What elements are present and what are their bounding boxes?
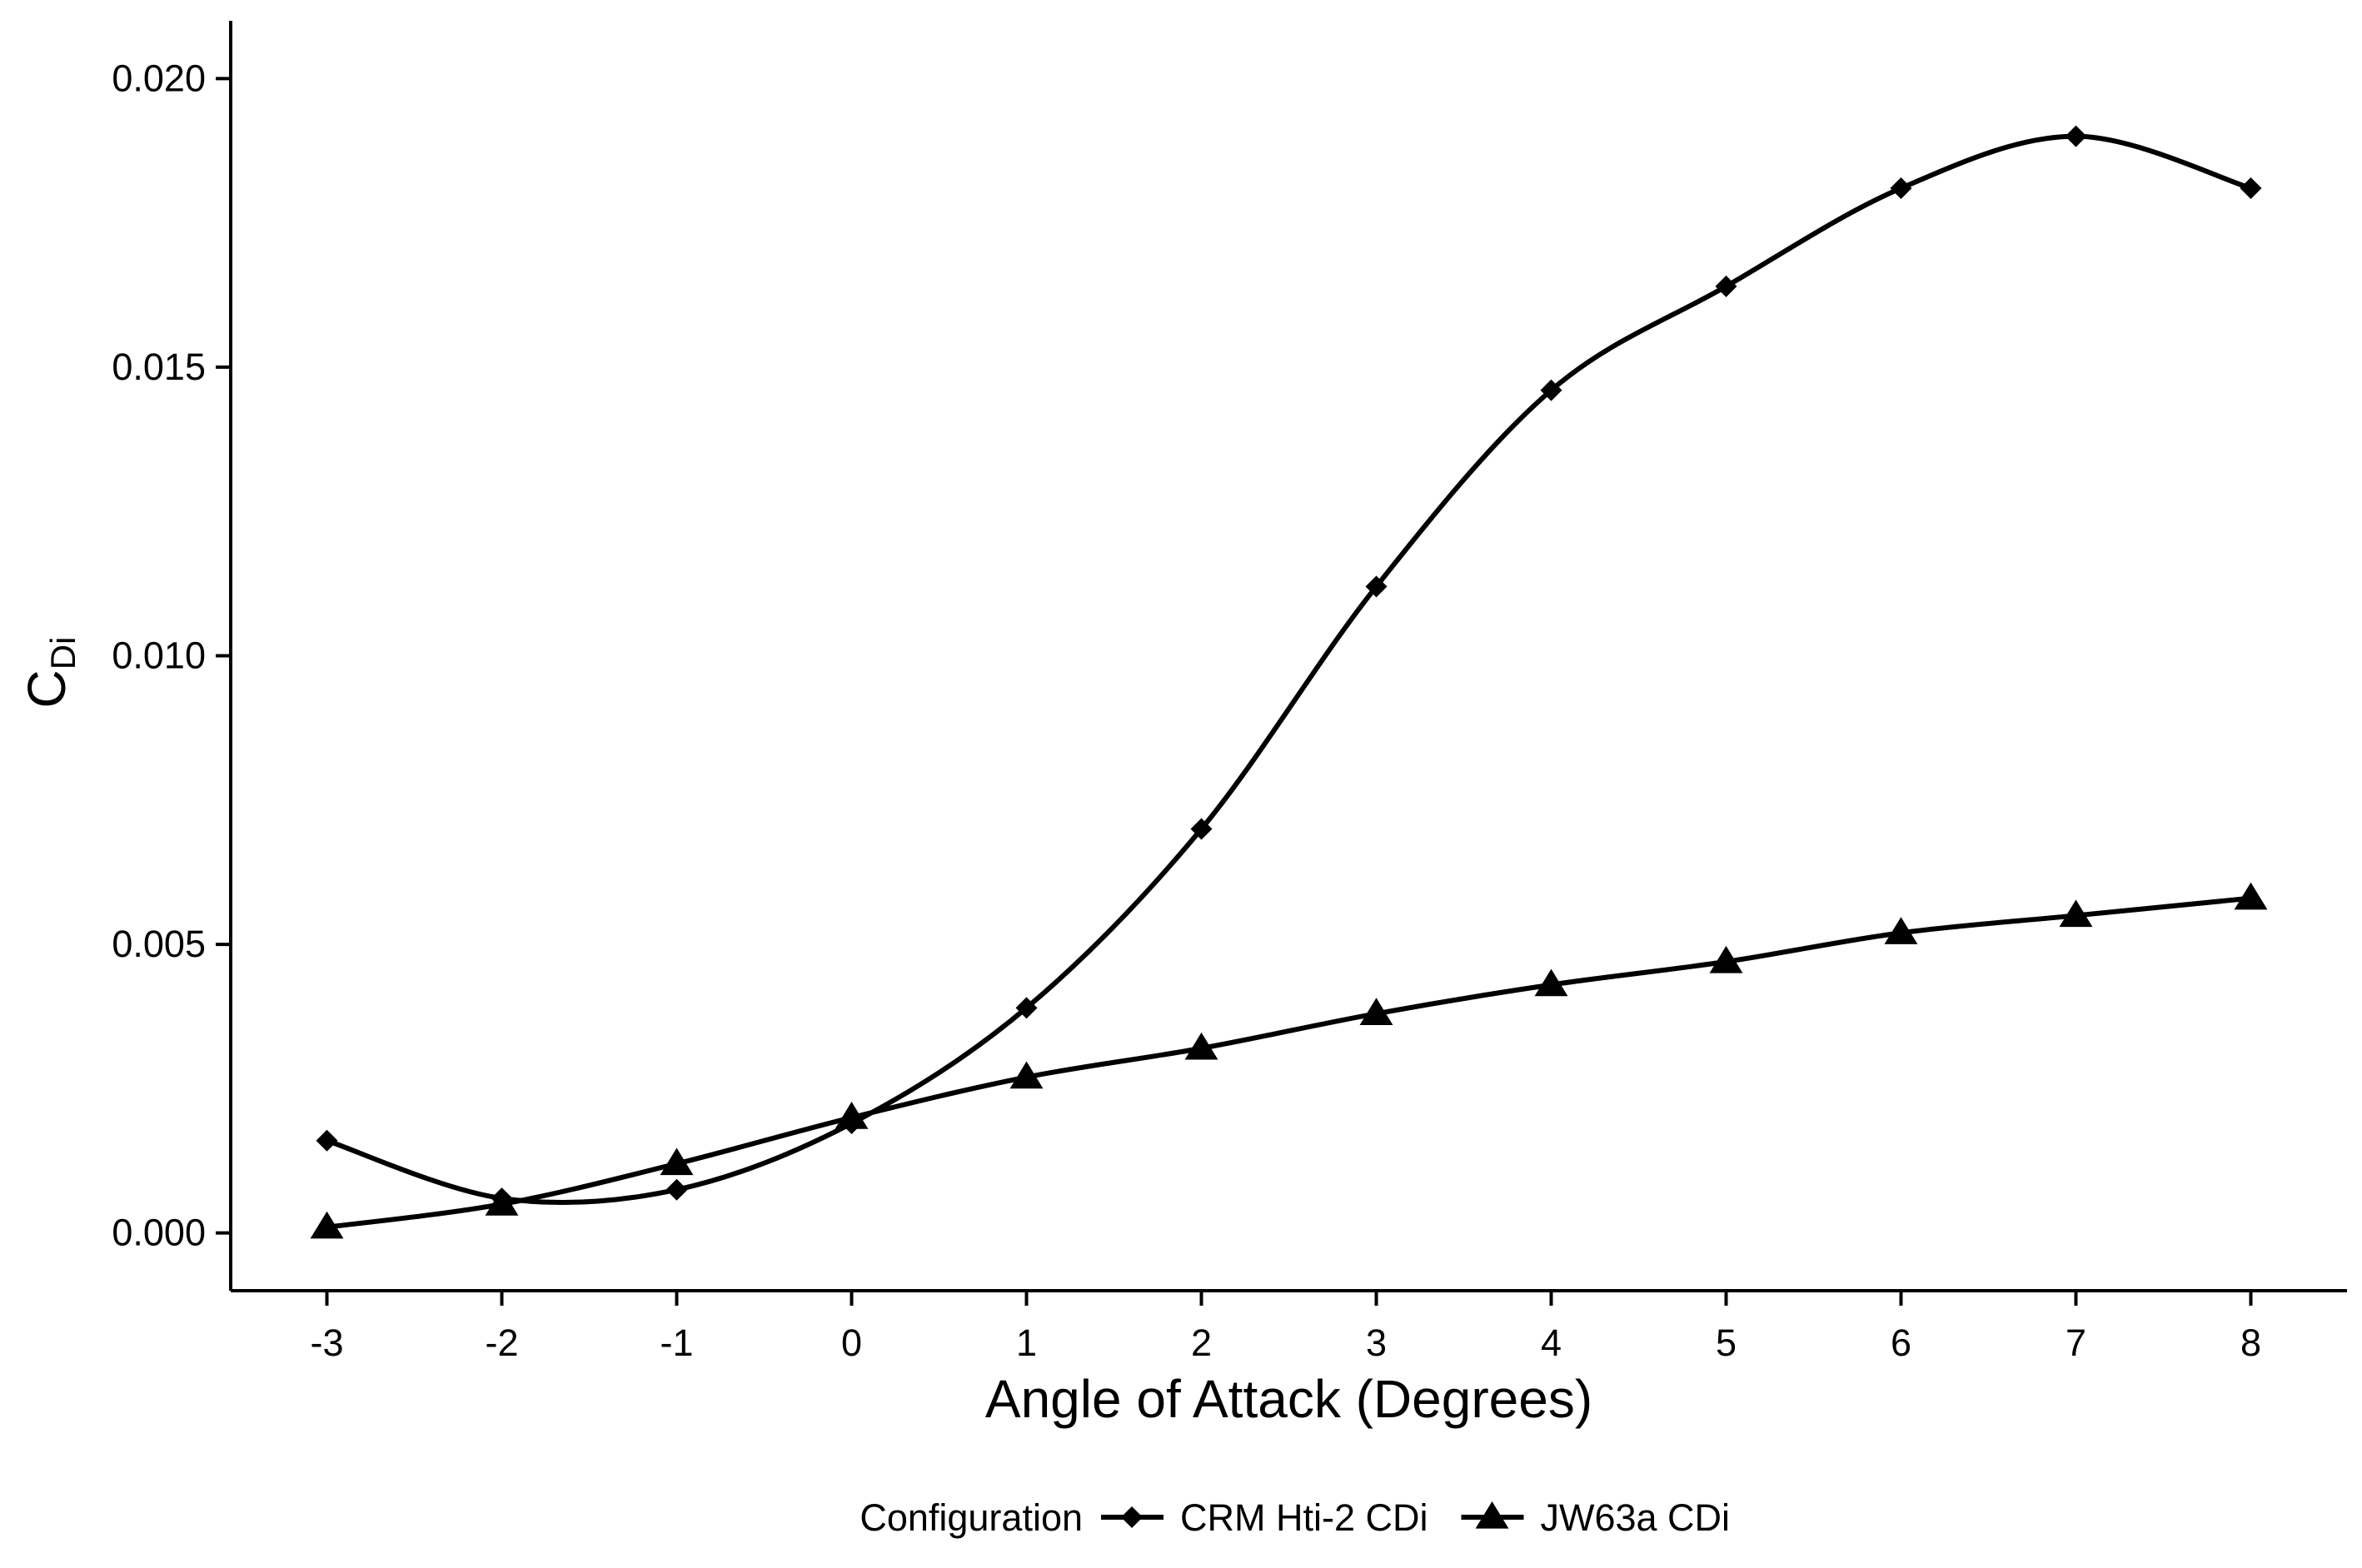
legend-items: CRM Hti-2 CDi JW63a CDi bbox=[1101, 1496, 1730, 1539]
data-point bbox=[1015, 997, 1038, 1019]
x-tick-label: 8 bbox=[2240, 1322, 2261, 1364]
data-point bbox=[1715, 275, 1737, 297]
legend: Configuration CRM Hti-2 CDi JW63a CDi bbox=[860, 1496, 1730, 1539]
data-point bbox=[2065, 125, 2087, 147]
legend-item: CRM Hti-2 CDi bbox=[1101, 1496, 1428, 1539]
legend-title: Configuration bbox=[860, 1496, 1083, 1539]
series-line bbox=[326, 133, 2252, 1206]
legend-item: JW63a CDi bbox=[1461, 1496, 1731, 1539]
y-axis-title-main: C bbox=[17, 670, 77, 708]
data-point bbox=[2234, 882, 2268, 910]
data-point bbox=[1190, 818, 1213, 840]
data-point bbox=[1009, 1061, 1044, 1089]
data-point bbox=[2059, 899, 2093, 928]
series-jw63a-cdi bbox=[310, 882, 2268, 1239]
legend-label: CRM Hti-2 CDi bbox=[1180, 1496, 1428, 1539]
data-point bbox=[1534, 968, 1568, 997]
data-point bbox=[310, 1211, 344, 1239]
data-point bbox=[1540, 379, 1562, 401]
x-tick-label: 6 bbox=[1891, 1322, 1911, 1364]
plot-area: 0.000 0.005 0.010 0.015 0.020 -3 -2 -1 0 1 2 3 4 5 6 7… bbox=[112, 21, 2347, 1364]
x-tick-label: 5 bbox=[1716, 1322, 1737, 1364]
y-tick-label: 0.005 bbox=[112, 923, 206, 965]
data-point bbox=[1184, 1032, 1218, 1060]
data-point bbox=[665, 1178, 688, 1201]
y-axis-ticks: 0.000 0.005 0.010 0.015 0.020 bbox=[112, 57, 231, 1254]
x-axis-title: Angle of Attack (Degrees) bbox=[985, 1369, 1592, 1429]
data-point bbox=[1709, 945, 1743, 973]
data-point bbox=[660, 1147, 694, 1176]
x-tick-label: 3 bbox=[1366, 1322, 1387, 1364]
series-layer bbox=[310, 125, 2268, 1239]
x-tick-label: -3 bbox=[310, 1322, 343, 1364]
x-tick-label: 7 bbox=[2066, 1322, 2086, 1364]
legend-marker bbox=[1475, 1501, 1509, 1529]
legend-label: JW63a CDi bbox=[1541, 1496, 1731, 1539]
x-tick-label: 0 bbox=[841, 1322, 862, 1364]
series-line bbox=[326, 895, 2251, 1230]
y-axis-title: CDi bbox=[17, 637, 82, 709]
data-point bbox=[835, 1102, 869, 1129]
x-tick-label: 4 bbox=[1541, 1322, 1562, 1364]
data-point bbox=[2240, 177, 2262, 200]
series-crm-hti-2-cdi bbox=[316, 125, 2262, 1210]
data-point bbox=[1884, 917, 1918, 944]
x-axis-ticks: -3 -2 -1 0 1 2 3 4 5 6 7 8 bbox=[310, 1291, 2261, 1364]
y-axis-title-subscript: Di bbox=[43, 637, 82, 670]
x-tick-label: -2 bbox=[485, 1322, 518, 1364]
x-tick-label: 1 bbox=[1016, 1322, 1037, 1364]
y-tick-label: 0.010 bbox=[112, 635, 206, 677]
y-tick-label: 0.000 bbox=[112, 1212, 206, 1254]
y-tick-label: 0.015 bbox=[112, 346, 206, 388]
data-point bbox=[1365, 575, 1388, 598]
y-tick-label: 0.020 bbox=[112, 57, 206, 99]
x-tick-label: 2 bbox=[1191, 1322, 1212, 1364]
legend-marker bbox=[1121, 1506, 1143, 1528]
data-point bbox=[1359, 998, 1393, 1025]
data-point bbox=[316, 1129, 338, 1152]
x-tick-label: -1 bbox=[660, 1322, 693, 1364]
data-point bbox=[1890, 177, 1912, 200]
data-point bbox=[485, 1188, 519, 1216]
